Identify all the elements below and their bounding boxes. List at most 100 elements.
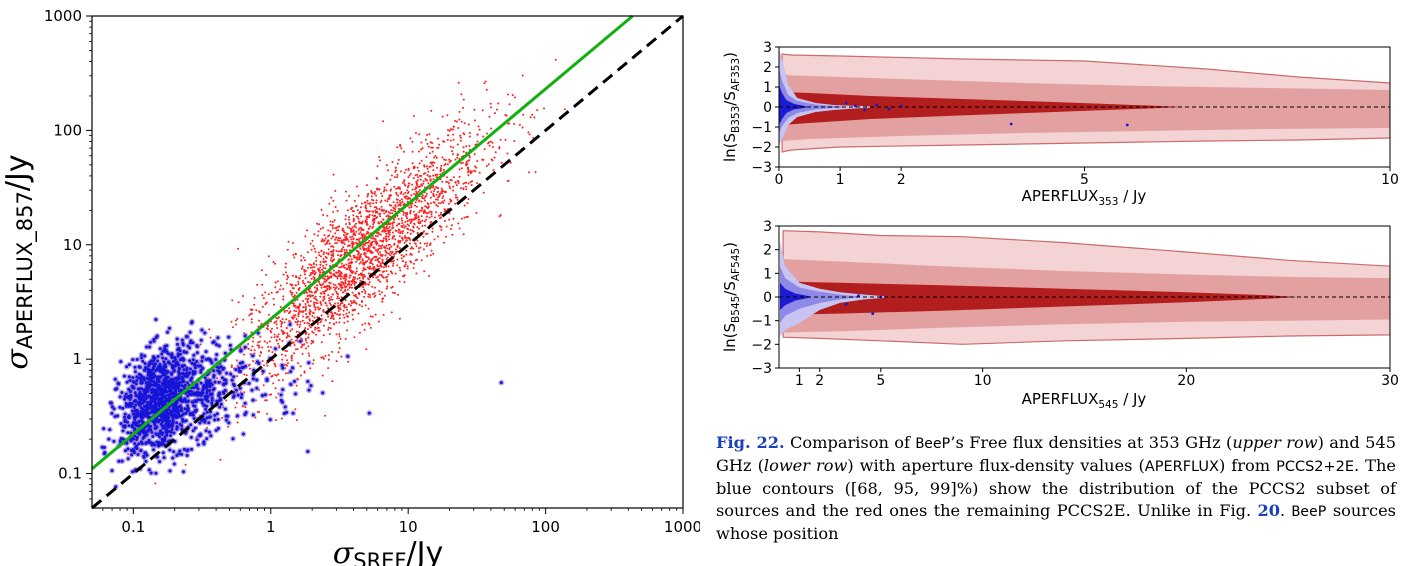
red-point: [320, 341, 323, 344]
red-point: [278, 346, 281, 349]
blue-point: [152, 448, 156, 452]
red-point: [313, 266, 316, 269]
blue-point: [133, 418, 137, 422]
red-point: [363, 243, 366, 246]
blue-point: [244, 411, 248, 414]
blue-point: [185, 351, 189, 354]
blue-point: [199, 370, 203, 374]
red-point: [419, 185, 422, 188]
red-point: [513, 140, 516, 142]
red-point: [424, 224, 427, 227]
red-point: [258, 319, 261, 322]
red-point: [435, 204, 438, 206]
red-point: [408, 218, 411, 221]
red-point: [376, 264, 379, 267]
red-point: [322, 282, 325, 285]
red-point: [438, 143, 441, 146]
red-point: [346, 283, 349, 286]
red-point: [449, 187, 452, 190]
red-point: [425, 165, 428, 168]
red-point: [262, 297, 265, 300]
red-point: [274, 262, 277, 265]
red-point: [328, 202, 331, 205]
red-point: [426, 255, 429, 257]
red-point: [396, 173, 399, 176]
red-point: [287, 276, 290, 279]
red-point: [343, 321, 346, 324]
red-point: [336, 313, 339, 316]
red-point: [360, 226, 362, 229]
red-point: [329, 311, 332, 314]
red-point: [258, 310, 261, 313]
red-point: [267, 345, 270, 348]
blue-point: [227, 335, 231, 339]
red-point: [364, 322, 367, 325]
red-point: [310, 342, 313, 345]
red-point: [448, 130, 451, 132]
red-point: [339, 237, 342, 240]
red-point: [311, 319, 314, 322]
red-point: [435, 186, 438, 188]
red-point: [332, 210, 335, 213]
red-point: [452, 133, 455, 136]
blue-point: [158, 431, 162, 435]
red-point: [339, 277, 342, 280]
red-point: [289, 283, 292, 286]
red-point: [329, 298, 332, 301]
red-point: [270, 336, 273, 339]
red-point: [328, 242, 331, 245]
red-point: [403, 281, 406, 284]
red-point: [389, 270, 392, 273]
red-point: [346, 320, 349, 323]
red-point: [275, 374, 278, 377]
red-point: [385, 225, 388, 228]
red-point: [337, 293, 339, 296]
blue-point: [193, 362, 197, 366]
blue-point: [229, 372, 233, 376]
red-point: [362, 249, 365, 252]
red-point: [389, 178, 392, 181]
red-point: [282, 295, 285, 298]
red-point: [397, 218, 400, 220]
blue-point: [162, 442, 166, 446]
red-point: [412, 166, 415, 169]
red-point: [303, 282, 306, 285]
red-point: [419, 246, 422, 249]
red-point: [353, 280, 356, 283]
red-point: [285, 318, 288, 321]
red-point: [184, 463, 187, 466]
blue-point: [129, 395, 133, 399]
red-point: [430, 249, 433, 252]
blue-point: [134, 403, 138, 407]
blue-point: [205, 404, 209, 408]
red-point: [440, 211, 442, 214]
red-point: [291, 283, 294, 286]
red-point: [391, 291, 394, 294]
red-point: [428, 175, 431, 178]
red-point: [350, 280, 353, 283]
red-point: [370, 251, 373, 254]
red-point: [331, 313, 334, 315]
red-point: [379, 245, 382, 248]
red-point: [293, 294, 296, 297]
blue-point: [123, 397, 127, 401]
red-point: [469, 156, 471, 159]
red-point: [344, 337, 347, 340]
red-point: [362, 233, 365, 236]
red-point: [431, 150, 434, 153]
red-point: [394, 166, 397, 169]
blue-point: [131, 386, 135, 390]
red-point: [451, 153, 454, 155]
red-point: [485, 88, 488, 91]
blue-point: [102, 446, 106, 449]
red-point: [317, 268, 319, 270]
red-point: [309, 300, 312, 303]
red-point: [338, 266, 341, 269]
red-point: [323, 278, 326, 280]
red-point: [413, 213, 416, 216]
red-point: [439, 168, 442, 171]
red-point: [379, 201, 382, 204]
red-point: [404, 235, 407, 237]
red-point: [324, 414, 327, 417]
red-point: [332, 235, 335, 238]
